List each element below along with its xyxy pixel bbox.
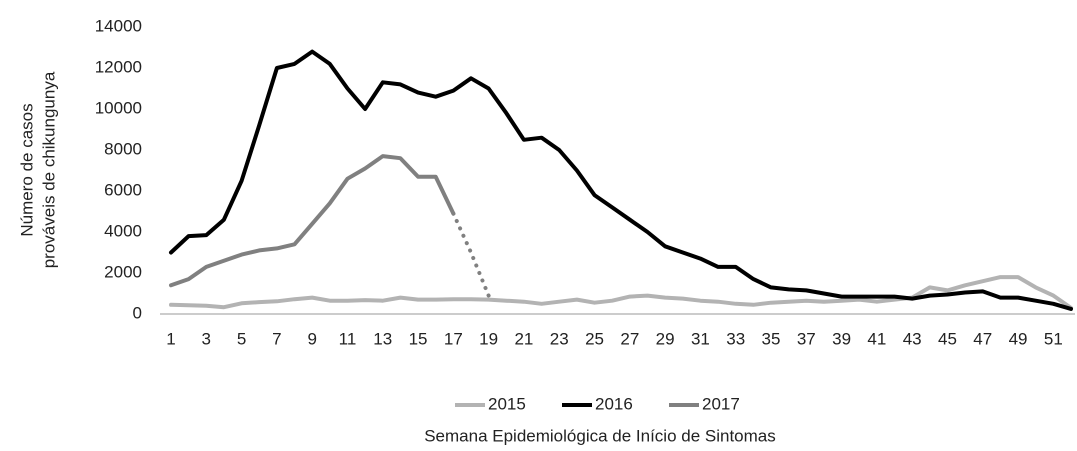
- y-axis-label: Número de casos: [17, 103, 36, 236]
- x-tick-label: 37: [797, 329, 816, 348]
- x-tick-label: 7: [272, 329, 281, 348]
- y-tick-label: 6000: [104, 180, 142, 199]
- x-tick-label: 5: [237, 329, 246, 348]
- x-tick-label: 29: [656, 329, 675, 348]
- x-tick-label: 49: [1009, 329, 1028, 348]
- y-tick-label: 10000: [95, 98, 142, 117]
- legend-label: 2016: [595, 394, 633, 413]
- x-tick-label: 19: [479, 329, 498, 348]
- x-tick-label: 35: [762, 329, 781, 348]
- x-tick-label: 9: [307, 329, 316, 348]
- x-tick-label: 23: [550, 329, 569, 348]
- x-tick-label: 33: [726, 329, 745, 348]
- x-tick-label: 51: [1044, 329, 1063, 348]
- x-tick-label: 39: [832, 329, 851, 348]
- x-tick-label: 11: [339, 329, 357, 348]
- y-tick-label: 12000: [95, 57, 142, 76]
- y-tick-label: 2000: [104, 262, 142, 281]
- series-line-dotted: [451, 211, 491, 298]
- y-tick-label: 4000: [104, 221, 142, 240]
- series-line: [169, 49, 1073, 311]
- legend-label: 2015: [488, 394, 526, 413]
- y-axis-label: prováveis de chikungunya: [39, 71, 58, 268]
- x-tick-label: 43: [903, 329, 922, 348]
- x-tick-label: 27: [620, 329, 639, 348]
- x-tick-label: 45: [938, 329, 957, 348]
- x-axis-label: Semana Epidemiológica de Início de Sinto…: [424, 426, 776, 445]
- y-tick-label: 8000: [104, 139, 142, 158]
- x-tick-label: 31: [691, 329, 710, 348]
- series-line: [169, 154, 456, 288]
- x-tick-label: 15: [409, 329, 428, 348]
- x-tick-label: 21: [514, 329, 533, 348]
- legend-label: 2017: [702, 394, 740, 413]
- x-tick-label: 47: [973, 329, 992, 348]
- y-tick-label: 14000: [95, 16, 142, 35]
- y-tick-label: 0: [133, 303, 142, 322]
- x-tick-label: 1: [166, 329, 175, 348]
- x-tick-label: 25: [585, 329, 604, 348]
- x-tick-label: 13: [373, 329, 392, 348]
- series-line: [169, 275, 1073, 310]
- x-tick-label: 3: [202, 329, 211, 348]
- x-tick-label: 17: [444, 329, 463, 348]
- x-tick-label: 41: [867, 329, 886, 348]
